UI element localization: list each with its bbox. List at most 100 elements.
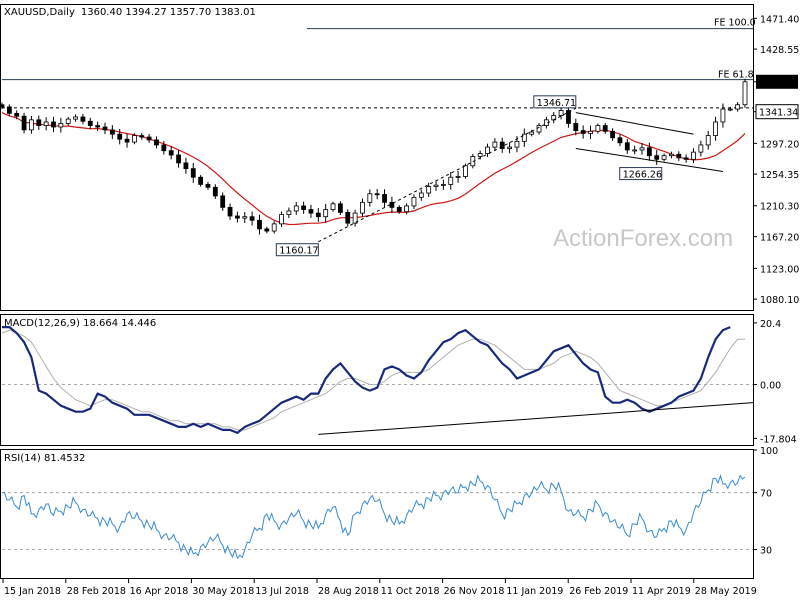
level-label: 1341.34 [759, 108, 798, 119]
x-tick-label: 28 Aug 2018 [318, 586, 379, 597]
candle-body [315, 212, 321, 218]
candle-body [448, 176, 454, 185]
price-header: XAUUSD,Daily 1360.40 1394.27 1357.70 1383… [4, 7, 256, 18]
annotation-label: 1346.71 [537, 98, 576, 109]
annotation-label: 1160.17 [279, 246, 318, 257]
rsi-line [1, 474, 746, 560]
candle-body [51, 121, 56, 128]
candle-body [720, 108, 726, 123]
candle-body [146, 136, 152, 141]
rising-trendline [318, 107, 577, 243]
price-tick-label: 1297.20 [760, 139, 799, 150]
candle-body [492, 141, 498, 148]
candle-body [14, 112, 20, 117]
candle-body [455, 176, 461, 178]
candle-body [286, 210, 292, 215]
candle-body [602, 125, 608, 132]
candle-body [485, 146, 490, 154]
level-box [755, 104, 799, 120]
x-tick-label: 13 Jul 2018 [255, 586, 309, 597]
candle-body [212, 186, 218, 197]
candle-body [109, 129, 115, 135]
candle-body [124, 138, 130, 143]
candle-body [646, 147, 652, 157]
candle-body [536, 125, 542, 133]
candle-body [345, 211, 351, 224]
price-layer: FE 100.0 FE 61.8 1160.17 1346.71 1266.26 [0, 18, 756, 257]
candle-body [610, 130, 615, 139]
candle-body [65, 118, 71, 124]
rsi-layer [1, 474, 753, 560]
price-tick-label: 1167.20 [760, 233, 799, 244]
candle-body [227, 206, 233, 217]
candle-body [102, 126, 108, 131]
x-tick-label: 30 May 2018 [192, 586, 254, 597]
annotation-label: 1266.26 [623, 170, 662, 181]
candle-body [139, 135, 145, 138]
candle-body [595, 125, 601, 132]
candle-body [691, 151, 696, 160]
channel-lower-line [575, 148, 724, 172]
candle-body [669, 153, 674, 157]
candle-body [264, 228, 270, 232]
macd-tick-label: 0.00 [760, 381, 781, 392]
candle-body [80, 116, 86, 122]
candle-body [507, 146, 512, 149]
candle-body [705, 135, 711, 146]
candle-body [73, 116, 78, 120]
candle-body [168, 150, 174, 156]
fe100-label: FE 100.0 [714, 18, 756, 29]
candle-body [382, 194, 387, 203]
candle-body [676, 153, 682, 159]
candle-body [661, 155, 667, 160]
rsi-tick-label: 30 [760, 546, 772, 557]
candle-body [117, 133, 123, 140]
candle-body [36, 119, 42, 126]
candle-body [235, 215, 240, 219]
candle-body [87, 120, 93, 126]
candle-body [477, 153, 483, 157]
candle-body [396, 206, 402, 213]
candle-body [654, 155, 660, 160]
candle-body [337, 203, 343, 213]
candle-body [58, 123, 64, 128]
moving-average-line [1, 112, 746, 226]
price-tick-label: 1428.55 [760, 45, 799, 56]
annotation-box [275, 243, 319, 257]
annotation-box [619, 167, 663, 181]
candle-body [698, 144, 704, 153]
candle-body [198, 176, 204, 185]
x-tick-label: 28 Feb 2018 [67, 586, 126, 597]
candle-body [330, 203, 336, 210]
watermark: ActionForex.com [553, 225, 733, 252]
price-tick-label: 1123.00 [760, 264, 799, 275]
candle-body [713, 121, 718, 137]
candle-body [220, 195, 226, 208]
candle-body [521, 133, 527, 142]
price-tick-label: 1254.35 [760, 170, 799, 181]
candle-body [639, 147, 645, 151]
rsi-title: RSI(14) 81.4532 [4, 453, 85, 464]
candle-body [293, 205, 299, 212]
candle-body [463, 165, 468, 177]
x-tick-label: 11 Apr 2019 [632, 586, 691, 597]
candle-body [558, 110, 564, 116]
macd-tick-label: 20.4 [760, 319, 781, 330]
x-tick-label: 26 Nov 2018 [444, 586, 505, 597]
candle-body [514, 140, 520, 148]
candle-body [499, 141, 505, 149]
rsi-panel-frame [0, 449, 754, 579]
candle-body [588, 130, 593, 134]
candle-body [0, 104, 5, 108]
candle-body [21, 115, 27, 131]
channel-upper-line [575, 112, 694, 135]
x-tick-label: 16 Apr 2018 [130, 586, 189, 597]
candle-body [683, 157, 689, 160]
candle-body [323, 209, 329, 218]
candle-body [367, 193, 373, 203]
candle-body [190, 168, 196, 178]
candle-body [411, 196, 417, 207]
x-tick-label: 28 May 2019 [695, 586, 757, 597]
candle-body [418, 192, 424, 198]
candle-body [205, 184, 211, 188]
